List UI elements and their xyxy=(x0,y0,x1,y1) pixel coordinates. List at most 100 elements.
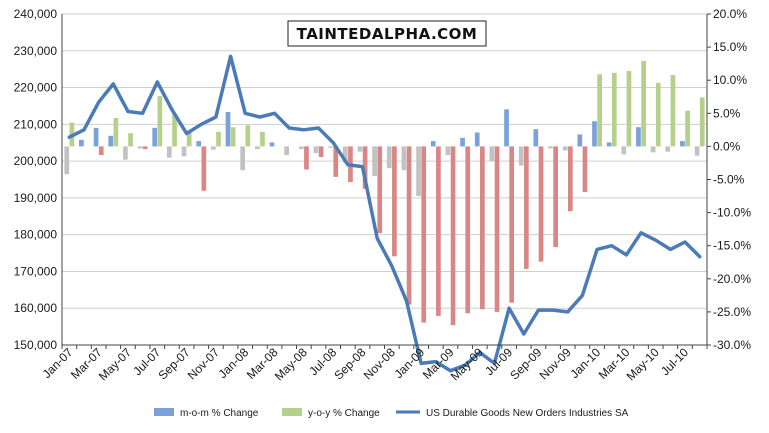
yoy-bar xyxy=(362,146,368,189)
mom-bar xyxy=(460,137,465,147)
right-tick-label: -25.0% xyxy=(713,305,751,319)
yoy-bar xyxy=(436,146,441,316)
mom-bar xyxy=(342,146,348,163)
mom-bar xyxy=(548,146,553,149)
mom-bar xyxy=(152,127,158,147)
mom-bar xyxy=(489,146,495,161)
mom-bar xyxy=(606,142,612,147)
mom-bar xyxy=(93,127,99,147)
yoy-bar xyxy=(157,96,163,147)
yoy-bar xyxy=(260,131,265,147)
mom-bar xyxy=(504,109,509,147)
legend-label-mom: m-o-m % Change xyxy=(180,408,259,419)
mom-bar xyxy=(665,146,671,152)
yoy-bar xyxy=(553,146,559,248)
right-tick-label: 5.0% xyxy=(713,106,741,120)
yoy-bar xyxy=(113,117,119,147)
mom-bar xyxy=(181,146,187,157)
yoy-bar xyxy=(626,70,632,147)
yoy-bar xyxy=(333,146,339,177)
mom-bar xyxy=(254,146,260,150)
yoy-bar xyxy=(186,132,192,147)
watermark-logo: TAINTEDALPHA.COM xyxy=(287,20,487,47)
yoy-bar xyxy=(421,146,427,323)
right-tick-label: -10.0% xyxy=(713,206,751,220)
legend-swatch-mom xyxy=(154,408,174,416)
yoy-bar xyxy=(230,127,236,147)
mom-bar xyxy=(357,146,363,152)
mom-bar xyxy=(533,129,539,147)
yoy-bar xyxy=(172,113,177,147)
yoy-bar xyxy=(597,74,602,147)
mom-bar xyxy=(64,146,70,175)
yoy-bar xyxy=(523,146,529,269)
left-tick-label: 210,000 xyxy=(14,117,58,131)
yoy-bar xyxy=(245,125,251,147)
yoy-bar xyxy=(201,146,207,191)
yoy-bar xyxy=(655,82,661,147)
right-tick-label: -15.0% xyxy=(713,239,751,253)
left-tick-label: 150,000 xyxy=(14,338,58,352)
mom-bar xyxy=(240,146,246,171)
left-tick-label: 200,000 xyxy=(14,154,58,168)
right-tick-label: -20.0% xyxy=(713,272,751,286)
mom-bar xyxy=(401,146,407,171)
yoy-bar xyxy=(582,146,588,193)
left-tick-label: 160,000 xyxy=(14,301,58,315)
right-tick-label: -30.0% xyxy=(713,338,751,352)
mom-bar xyxy=(562,146,568,151)
watermark-text: TAINTEDALPHA.COM xyxy=(297,25,478,43)
yoy-bars xyxy=(69,61,705,326)
mom-bar xyxy=(328,146,333,148)
right-tick-label: 10.0% xyxy=(713,73,747,87)
legend-label-line: US Durable Goods New Orders Industries S… xyxy=(426,408,629,419)
mom-bar xyxy=(430,141,436,147)
right-axis: -30.0% -25.0% -20.0% -15.0% -10.0% -5.0% 0.0% 5… xyxy=(706,7,751,352)
yoy-bar xyxy=(509,146,515,303)
right-tick-label: 15.0% xyxy=(713,40,747,54)
left-tick-label: 170,000 xyxy=(14,264,58,278)
yoy-bar xyxy=(567,146,573,212)
left-tick-label: 230,000 xyxy=(14,44,58,58)
yoy-bar xyxy=(699,97,705,147)
legend-swatch-yoy xyxy=(282,408,302,416)
yoy-bar xyxy=(216,131,221,147)
mom-bar xyxy=(650,146,656,153)
yoy-bar xyxy=(392,146,397,257)
yoy-bar xyxy=(465,146,471,314)
mom-bar xyxy=(284,146,289,156)
left-tick-label: 240,000 xyxy=(14,7,58,21)
left-tick-label: 190,000 xyxy=(14,191,58,205)
mom-bar xyxy=(680,141,685,147)
mom-bar xyxy=(108,135,114,147)
mom-bar xyxy=(298,146,304,150)
yoy-bar xyxy=(98,146,104,156)
mom-bar xyxy=(137,146,143,149)
yoy-bar xyxy=(450,146,456,326)
right-tick-label: 0.0% xyxy=(713,139,741,153)
mom-bar xyxy=(445,146,451,156)
yoy-bar xyxy=(538,146,544,262)
yoy-bar xyxy=(304,146,309,170)
mom-bar xyxy=(313,146,319,154)
left-tick-label: 180,000 xyxy=(14,228,58,242)
mom-bar xyxy=(167,146,172,158)
yoy-bar xyxy=(670,74,676,147)
yoy-bar xyxy=(377,146,383,234)
mom-bar xyxy=(196,141,202,147)
mom-bar xyxy=(621,146,627,155)
yoy-bar xyxy=(128,133,133,147)
mom-bar xyxy=(210,146,216,150)
mom-bar xyxy=(518,146,524,166)
mom-bars xyxy=(64,109,700,197)
yoy-bar xyxy=(406,146,412,305)
yoy-bar xyxy=(641,61,646,147)
yoy-bar xyxy=(318,146,324,157)
right-tick-label: -5.0% xyxy=(713,173,745,187)
right-tick-label: 20.0% xyxy=(713,7,747,21)
mom-bar xyxy=(386,146,392,169)
legend: m-o-m % Change y-o-y % Change US Durable… xyxy=(154,408,629,419)
yoy-bar xyxy=(142,146,148,150)
